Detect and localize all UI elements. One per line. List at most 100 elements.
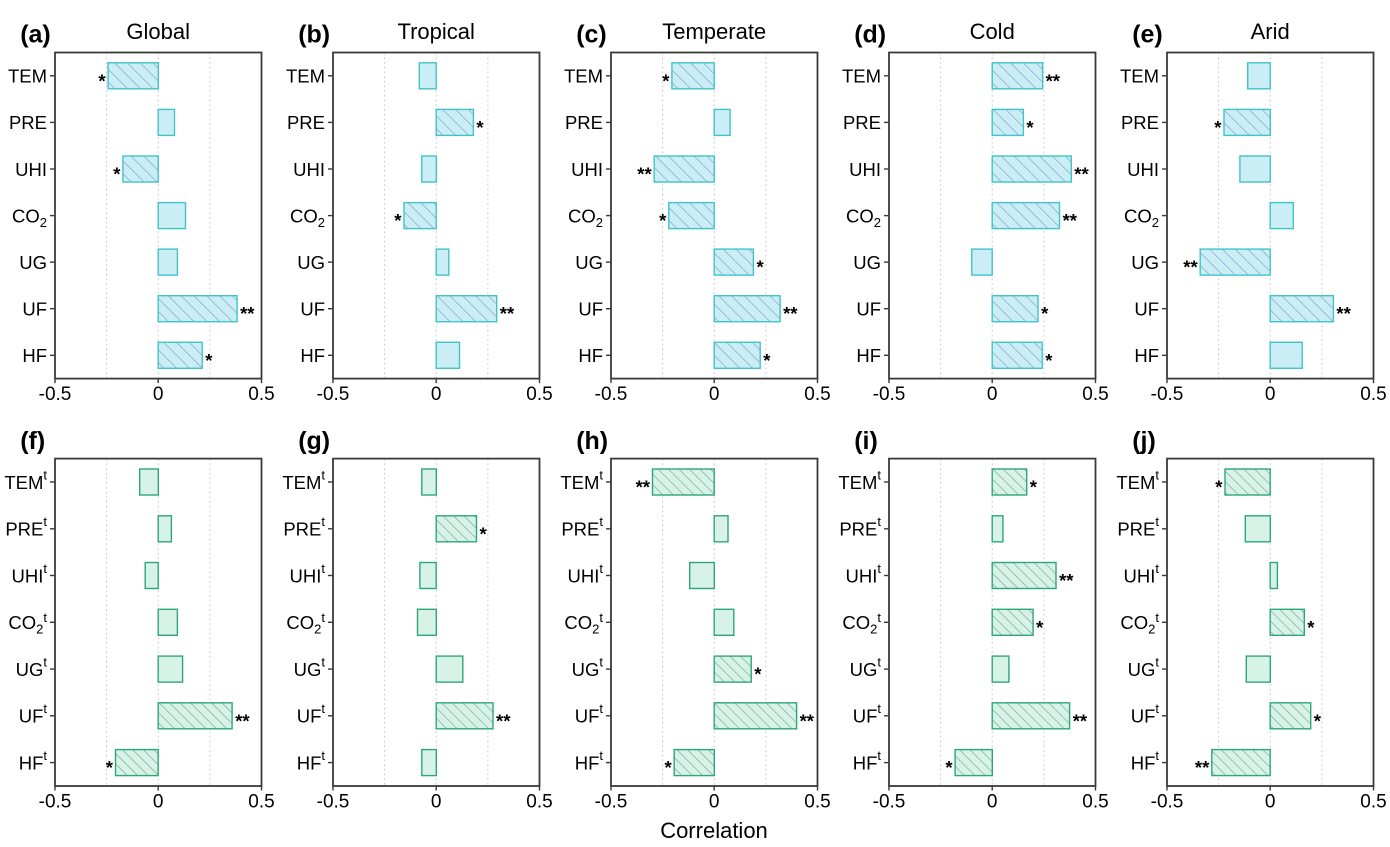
svg-text:TEM: TEM (1120, 66, 1159, 87)
svg-text:*: * (480, 523, 488, 544)
svg-text:*: * (664, 757, 672, 778)
svg-text:0.5: 0.5 (804, 792, 830, 813)
svg-text:UFt: UFt (853, 701, 882, 727)
svg-text:UG: UG (19, 252, 47, 273)
svg-text:-0.5: -0.5 (873, 384, 906, 405)
svg-text:PRE: PRE (9, 112, 47, 133)
svg-text:PREt: PREt (561, 514, 603, 540)
svg-text:(f): (f) (20, 427, 45, 455)
svg-text:0: 0 (153, 792, 164, 813)
svg-text:*: * (1036, 617, 1044, 638)
svg-text:HFt: HFt (853, 748, 882, 774)
svg-text:-0.5: -0.5 (317, 792, 350, 813)
svg-text:HF: HF (22, 345, 47, 366)
svg-text:UHI: UHI (15, 159, 47, 180)
svg-text:PRE: PRE (843, 112, 881, 133)
svg-text:*: * (757, 257, 765, 278)
svg-text:0.5: 0.5 (804, 384, 830, 405)
svg-text:TEMt: TEMt (560, 467, 603, 493)
svg-text:UG: UG (297, 252, 325, 273)
svg-text:*: * (1215, 477, 1223, 498)
svg-text:HF: HF (856, 345, 881, 366)
svg-text:UGt: UGt (16, 654, 48, 680)
svg-text:HF: HF (1134, 345, 1159, 366)
svg-text:0: 0 (709, 384, 720, 405)
svg-text:*: * (476, 117, 484, 138)
svg-text:*: * (394, 210, 402, 231)
svg-text:TEM: TEM (564, 66, 603, 87)
svg-text:Temperate: Temperate (662, 19, 766, 44)
svg-text:**: ** (1336, 303, 1351, 324)
svg-text:(b): (b) (298, 21, 330, 49)
svg-text:UFt: UFt (1131, 701, 1160, 727)
svg-text:PREt: PREt (1117, 514, 1159, 540)
svg-text:UGt: UGt (850, 654, 882, 680)
svg-text:PREt: PREt (283, 514, 325, 540)
svg-text:UHIt: UHIt (1124, 561, 1160, 587)
svg-text:*: * (1307, 617, 1315, 638)
svg-text:0.5: 0.5 (526, 792, 552, 813)
svg-text:UGt: UGt (294, 654, 326, 680)
svg-text:*: * (945, 757, 953, 778)
svg-text:HFt: HFt (19, 748, 48, 774)
svg-text:**: ** (1059, 570, 1074, 591)
svg-text:**: ** (1074, 164, 1089, 185)
svg-text:**: ** (240, 303, 255, 324)
svg-text:TEMt: TEMt (838, 467, 881, 493)
svg-text:-0.5: -0.5 (39, 384, 72, 405)
svg-text:CO2: CO2 (12, 205, 47, 230)
svg-text:*: * (1030, 477, 1038, 498)
svg-text:*: * (1045, 350, 1053, 371)
svg-text:UHIt: UHIt (846, 561, 882, 587)
svg-text:TEM: TEM (842, 66, 881, 87)
svg-text:(c): (c) (576, 21, 607, 49)
svg-text:-0.5: -0.5 (595, 792, 628, 813)
svg-text:Arid: Arid (1251, 19, 1290, 44)
svg-text:UG: UG (575, 252, 603, 273)
svg-text:UF: UF (22, 299, 47, 320)
svg-text:PREt: PREt (839, 514, 881, 540)
svg-text:*: * (1314, 710, 1322, 731)
svg-text:0: 0 (153, 384, 164, 405)
svg-text:UHI: UHI (293, 159, 325, 180)
svg-text:UF: UF (856, 299, 881, 320)
svg-text:(h): (h) (576, 427, 608, 455)
svg-text:(g): (g) (298, 427, 330, 455)
svg-text:TEM: TEM (8, 66, 47, 87)
svg-text:(e): (e) (1132, 21, 1163, 49)
svg-text:*: * (754, 664, 762, 685)
svg-text:*: * (763, 350, 771, 371)
svg-text:Cold: Cold (970, 19, 1015, 44)
svg-text:UHI: UHI (1127, 159, 1159, 180)
svg-text:-0.5: -0.5 (1151, 384, 1184, 405)
svg-text:0: 0 (1265, 384, 1276, 405)
svg-text:**: ** (1046, 70, 1061, 91)
svg-text:**: ** (1195, 757, 1210, 778)
svg-text:UG: UG (853, 252, 881, 273)
svg-text:0: 0 (709, 792, 720, 813)
svg-text:*: * (1041, 303, 1049, 324)
svg-text:**: ** (800, 710, 815, 731)
svg-text:TEMt: TEMt (1116, 467, 1159, 493)
svg-text:(j): (j) (1132, 427, 1156, 455)
svg-text:**: ** (1073, 710, 1088, 731)
svg-text:(d): (d) (854, 21, 886, 49)
svg-text:HFt: HFt (297, 748, 326, 774)
svg-text:0.5: 0.5 (1360, 384, 1386, 405)
svg-text:-0.5: -0.5 (317, 384, 350, 405)
svg-text:(a): (a) (20, 21, 51, 49)
svg-text:TEMt: TEMt (282, 467, 325, 493)
svg-text:PREt: PREt (5, 514, 47, 540)
svg-text:-0.5: -0.5 (1151, 792, 1184, 813)
svg-text:UHI: UHI (571, 159, 603, 180)
svg-text:Global: Global (126, 19, 190, 44)
svg-text:HFt: HFt (1131, 748, 1160, 774)
svg-text:HF: HF (578, 345, 603, 366)
svg-text:0: 0 (431, 792, 442, 813)
svg-text:UF: UF (578, 299, 603, 320)
svg-text:UF: UF (1134, 299, 1159, 320)
svg-text:UHI: UHI (849, 159, 881, 180)
svg-text:**: ** (783, 303, 798, 324)
svg-text:UFt: UFt (297, 701, 326, 727)
svg-text:UFt: UFt (19, 701, 48, 727)
